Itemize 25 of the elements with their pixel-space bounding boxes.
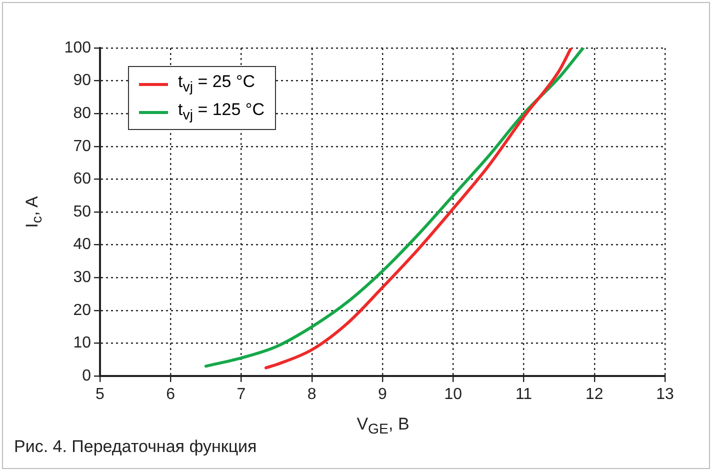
x-tick-label: 5 — [96, 386, 105, 404]
x-tick-label: 9 — [378, 386, 388, 404]
y-tick-label: 80 — [73, 105, 92, 122]
y-tick-label: 20 — [73, 302, 92, 319]
x-tick-label: 13 — [656, 386, 674, 404]
legend-label: t$_{vj}$ = 125 °C — [178, 100, 265, 124]
x-tick-label: 7 — [236, 386, 246, 404]
x-tick-label: 8 — [307, 386, 316, 404]
y-tick-label: 60 — [73, 170, 92, 188]
y-tick-label: 100 — [64, 39, 92, 56]
y-tick-label: 40 — [73, 236, 92, 254]
x-tick-label: 12 — [585, 386, 604, 404]
text: Рис. 4. Передаточная функция — [14, 437, 257, 457]
x-tick-label: 10 — [444, 386, 462, 404]
y-tick-label: 90 — [73, 72, 92, 90]
y-tick-label: 50 — [73, 203, 92, 220]
y-tick-label: 10 — [73, 334, 92, 352]
y-tick-label: 0 — [82, 367, 92, 384]
x-tick-label: 6 — [166, 386, 176, 404]
y-tick-label: 70 — [73, 138, 92, 155]
x-tick-label: 11 — [515, 386, 532, 404]
y-tick-label: 30 — [73, 269, 92, 286]
line-series — [264, 48, 573, 370]
legend-label: t$_{vj}$ = 25 °C — [178, 72, 256, 96]
x-axis-title: V$_{GE}$, В — [356, 414, 410, 438]
